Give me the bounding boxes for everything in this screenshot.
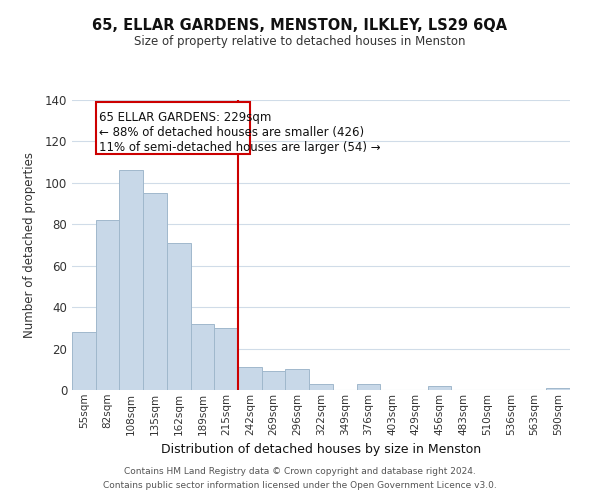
Bar [356,384,380,390]
Bar [238,367,262,390]
Text: 65, ELLAR GARDENS, MENSTON, ILKLEY, LS29 6QA: 65, ELLAR GARDENS, MENSTON, ILKLEY, LS29… [92,18,508,32]
Bar [167,243,191,390]
Text: 11% of semi-detached houses are larger (54) →: 11% of semi-detached houses are larger (… [99,141,381,154]
Text: Contains HM Land Registry data © Crown copyright and database right 2024.: Contains HM Land Registry data © Crown c… [124,467,476,476]
Bar [96,102,250,154]
Text: Contains public sector information licensed under the Open Government Licence v3: Contains public sector information licen… [103,481,497,490]
Bar [119,170,143,390]
Bar [191,324,214,390]
Bar [428,386,451,390]
Bar [262,372,286,390]
Y-axis label: Number of detached properties: Number of detached properties [23,152,37,338]
Bar [546,388,570,390]
Bar [286,370,309,390]
Bar [96,220,119,390]
Bar [309,384,333,390]
Bar [72,332,96,390]
Text: 65 ELLAR GARDENS: 229sqm: 65 ELLAR GARDENS: 229sqm [99,112,272,124]
Text: Size of property relative to detached houses in Menston: Size of property relative to detached ho… [134,35,466,48]
Bar [143,193,167,390]
Bar [214,328,238,390]
Text: ← 88% of detached houses are smaller (426): ← 88% of detached houses are smaller (42… [99,126,364,139]
X-axis label: Distribution of detached houses by size in Menston: Distribution of detached houses by size … [161,443,481,456]
